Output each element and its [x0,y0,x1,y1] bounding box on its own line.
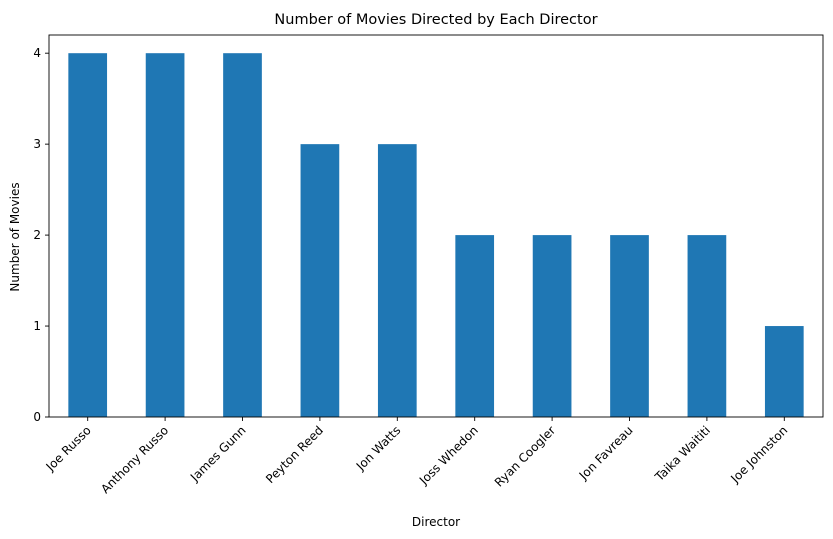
bar-6 [532,235,572,417]
x-tick-label-5: Joss Whedon [416,423,481,488]
x-tick-label-6: Ryan Coogler [492,423,558,489]
bar-3 [300,144,340,417]
y-axis: 0 1 2 3 4 [33,46,49,424]
x-axis-label: Director [412,515,460,529]
bar-1 [145,53,185,417]
bar-9 [764,326,804,417]
y-tick-label-2: 2 [33,228,41,242]
x-tick-label-9: Joe Johnston [727,423,790,486]
x-tick-label-4: Jon Watts [353,423,404,474]
bars-group [68,53,804,417]
y-axis-label: Number of Movies [8,182,22,291]
bar-7 [610,235,649,417]
x-tick-label-3: Peyton Reed [263,423,326,486]
x-tick-label-1: Anthony Russo [98,423,171,496]
x-tick-label-8: Taika Waititi [652,423,713,484]
y-tick-label-1: 1 [33,319,41,333]
y-tick-label-4: 4 [33,46,41,60]
bar-8 [687,235,727,417]
y-tick-label-0: 0 [33,410,41,424]
y-tick-label-3: 3 [33,137,41,151]
chart-title: Number of Movies Directed by Each Direct… [274,12,597,28]
x-tick-label-2: James Gunn [187,423,249,485]
x-axis: Joe Russo Anthony Russo James Gunn Peyton R… [43,417,790,496]
plot-frame [48,34,824,418]
x-tick-label-7: Jon Favreau [576,423,636,483]
x-tick-label-0: Joe Russo [43,423,94,474]
bar-2 [223,53,262,417]
bar-5 [455,235,495,417]
bar-0 [68,53,108,417]
bar-4 [377,144,417,417]
